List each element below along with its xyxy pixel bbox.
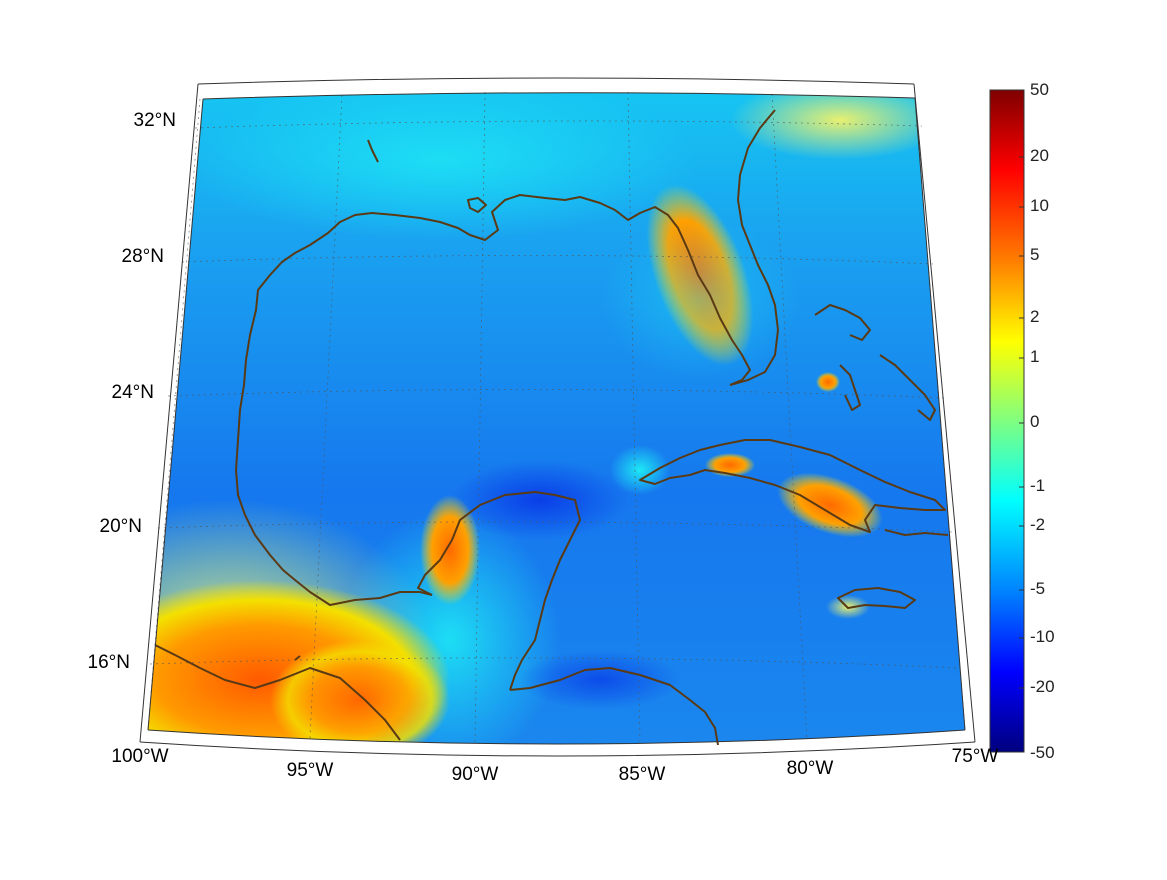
lat-label-16n: 16°N <box>87 652 130 673</box>
colorbar <box>989 89 1025 753</box>
colorbar-ticks <box>1019 156 1024 689</box>
lat-label-28n: 28°N <box>121 246 164 267</box>
lon-label-80w: 80°W <box>786 758 834 779</box>
lat-label-20n: 20°N <box>99 516 142 537</box>
colorbar-label: 5 <box>1030 245 1040 264</box>
colorbar-label: -10 <box>1030 627 1055 646</box>
lon-label-95w: 95°W <box>286 760 334 781</box>
lat-label-32n: 32°N <box>133 110 176 131</box>
lon-label-100w: 100°W <box>111 746 169 767</box>
colorbar-label: 10 <box>1030 196 1049 215</box>
colorbar-label: -2 <box>1030 515 1046 534</box>
colorbar-label: 1 <box>1030 347 1040 366</box>
lat-label-24n: 24°N <box>111 382 154 403</box>
colorbar-label: -50 <box>1030 743 1055 762</box>
lon-label-90w: 90°W <box>451 764 499 785</box>
colorbar-label: -5 <box>1030 579 1046 598</box>
map-frame <box>139 77 976 757</box>
colorbar-label: 0 <box>1030 412 1040 431</box>
coastline <box>154 109 949 746</box>
colorbar-label: -20 <box>1030 677 1055 696</box>
lon-label-85w: 85°W <box>618 764 666 785</box>
colorbar-label: 2 <box>1030 307 1040 326</box>
colorbar-label: 20 <box>1030 146 1049 165</box>
lon-label-75w: 75°W <box>951 746 999 767</box>
field-layer <box>148 92 965 744</box>
colorbar-label: 50 <box>1030 80 1049 99</box>
colorbar-label: -1 <box>1030 476 1046 495</box>
